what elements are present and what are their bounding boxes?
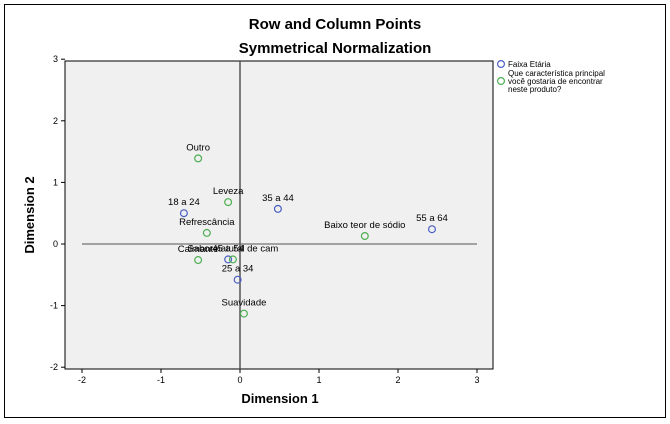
x-tick-label: 3 <box>474 375 479 385</box>
data-point[interactable] <box>239 309 248 318</box>
data-point[interactable] <box>273 204 282 213</box>
point-label: Outro <box>186 142 210 153</box>
chart-subtitle: Symmetrical Normalization <box>239 40 432 57</box>
plot-area <box>64 60 494 370</box>
legend-label: Que característica principal <box>508 69 605 78</box>
x-axis-label: Dimension 1 <box>241 391 318 406</box>
data-point[interactable] <box>194 256 203 265</box>
y-tick-label: -2 <box>50 362 58 372</box>
y-tick-label: 3 <box>53 54 58 64</box>
legend-marker <box>497 59 506 68</box>
chart-title: Row and Column Points <box>249 16 422 33</box>
point-label: Leveza <box>213 186 244 197</box>
x-tick-label: 0 <box>237 375 242 385</box>
point-label: 55 a 64 <box>416 213 448 224</box>
point-label: Refrescância <box>179 217 235 228</box>
y-tick-label: 2 <box>53 116 58 126</box>
legend-label: Faixa Etária <box>508 60 551 69</box>
y-tick-label: 1 <box>53 177 58 187</box>
point-label: 18 a 24 <box>168 197 200 208</box>
data-point[interactable] <box>233 275 242 284</box>
data-point[interactable] <box>360 231 369 240</box>
point-label: 25 a 34 <box>222 264 254 275</box>
point-label: Sabor natural de cam <box>187 243 278 254</box>
y-tick-label: 0 <box>53 239 58 249</box>
data-point[interactable] <box>202 228 211 237</box>
legend-label: você gostaria de encontrar <box>508 77 603 86</box>
point-label: Suavidade <box>221 298 266 309</box>
x-tick-label: 2 <box>395 375 400 385</box>
data-point[interactable] <box>224 255 233 264</box>
y-tick-label: -1 <box>50 301 58 311</box>
data-point[interactable] <box>179 209 188 218</box>
point-label: 35 a 44 <box>262 193 294 204</box>
legend-label: neste produto? <box>508 85 562 94</box>
data-point[interactable] <box>194 154 203 163</box>
point-label: Baixo teor de sódio <box>324 220 405 231</box>
point-label: 45 a 54 <box>212 243 244 254</box>
x-tick-label: -2 <box>78 375 86 385</box>
y-axis-label: Dimension 2 <box>22 176 37 253</box>
legend-marker <box>497 76 506 85</box>
x-tick-label: -1 <box>157 375 165 385</box>
data-point[interactable] <box>228 255 237 264</box>
point-label: Calmante <box>178 244 219 255</box>
x-tick-label: 1 <box>316 375 321 385</box>
data-point[interactable] <box>427 225 436 234</box>
data-point[interactable] <box>224 198 233 207</box>
